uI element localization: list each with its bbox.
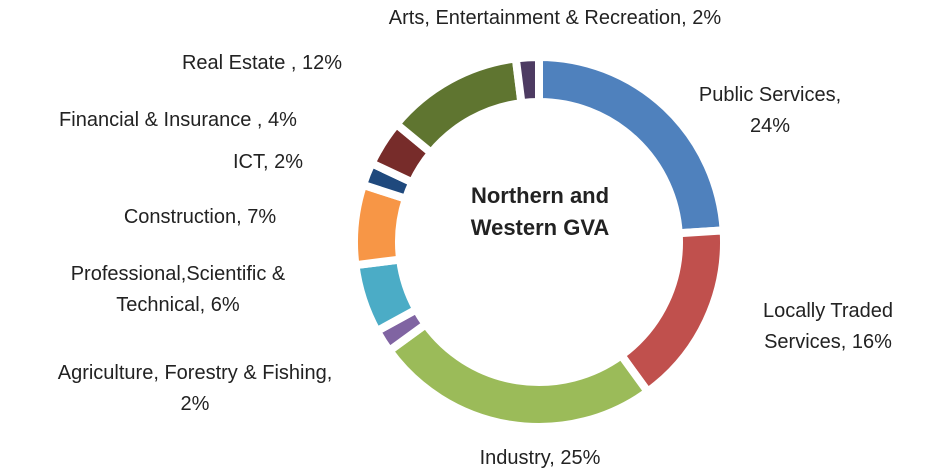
value-label: 16%: [851, 331, 892, 353]
data-label: Industry, 25%: [390, 443, 690, 474]
data-label: Agriculture, Forestry & Fishing, 2%: [5, 358, 385, 420]
value-label: 7%: [247, 206, 277, 228]
value-label: 6%: [210, 294, 240, 316]
data-label: Real Estate , 12%: [142, 48, 382, 79]
value-label: 25%: [560, 447, 601, 469]
category-label: Professional,Scientific & Technical,: [70, 263, 286, 316]
category-label: Agriculture, Forestry & Fishing,: [57, 362, 333, 384]
donut-slice: [390, 53, 526, 159]
donut-slice: [511, 52, 543, 108]
value-label: 24%: [749, 115, 791, 137]
category-label: Construction,: [123, 206, 242, 228]
category-label: Arts, Entertainment & Recreation,: [388, 7, 687, 29]
data-label: ICT, 2%: [208, 147, 328, 178]
data-label: Financial & Insurance , 4%: [13, 105, 343, 136]
category-label: Industry,: [479, 447, 555, 469]
category-label: ICT,: [232, 151, 269, 173]
value-label: 12%: [302, 52, 343, 74]
value-label: 2%: [692, 7, 722, 29]
value-label: 2%: [180, 393, 210, 415]
value-label: 2%: [274, 151, 304, 173]
data-label: Locally Traded Services, 16%: [728, 296, 925, 358]
donut-slice: [615, 226, 728, 398]
category-label: Public Services,: [698, 84, 842, 106]
data-label: Professional,Scientific & Technical, 6%: [33, 259, 323, 321]
value-label: 4%: [268, 109, 297, 131]
category-label: Financial & Insurance ,: [59, 109, 263, 131]
chart-title: Northern and Western GVA: [470, 183, 610, 240]
donut-slice: [383, 318, 654, 431]
data-label: Public Services, 24%: [670, 80, 870, 142]
data-label: Arts, Entertainment & Recreation, 2%: [325, 3, 785, 34]
category-label: Real Estate ,: [181, 52, 297, 74]
category-label: Locally Traded Services,: [762, 300, 894, 353]
data-label: Construction, 7%: [70, 202, 330, 233]
